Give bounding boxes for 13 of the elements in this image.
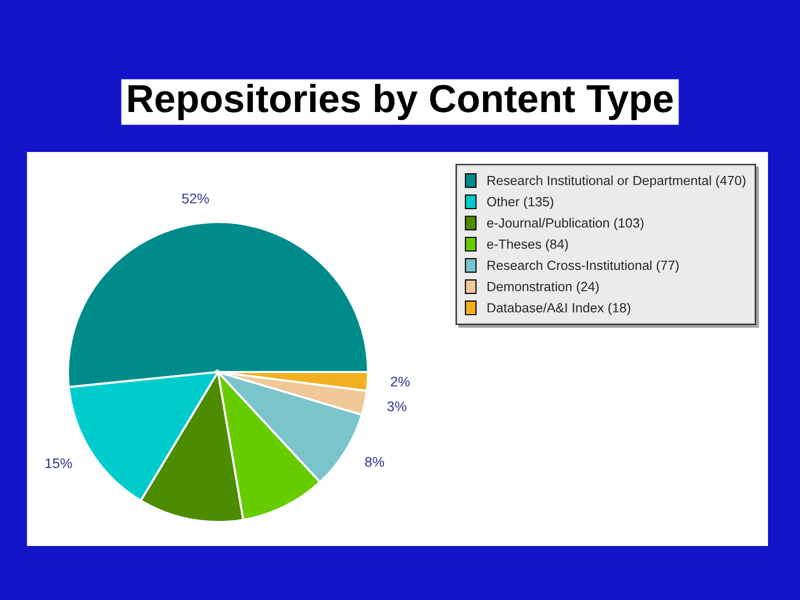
legend-label: e-Theses (84)	[487, 239, 568, 252]
data-label: 52%	[182, 194, 209, 204]
data-label: 8%	[365, 456, 384, 467]
legend-label: Database/A&I Index (18)	[488, 302, 630, 316]
data-label: 3%	[387, 401, 406, 412]
legend-label: Other (135)	[487, 196, 554, 209]
legend-label: e-Journal/Publication (103)	[487, 218, 644, 230]
chart-title: Repositories by Content Type	[128, 84, 673, 120]
legend-label: Research Institutional or Departmental (470)	[488, 175, 746, 188]
legend-label: Demonstration (24)	[488, 282, 599, 294]
legend-label: Research Cross-Institutional (77)	[488, 260, 679, 273]
data-label: 15%	[46, 458, 72, 468]
data-label: 2%	[390, 376, 410, 387]
